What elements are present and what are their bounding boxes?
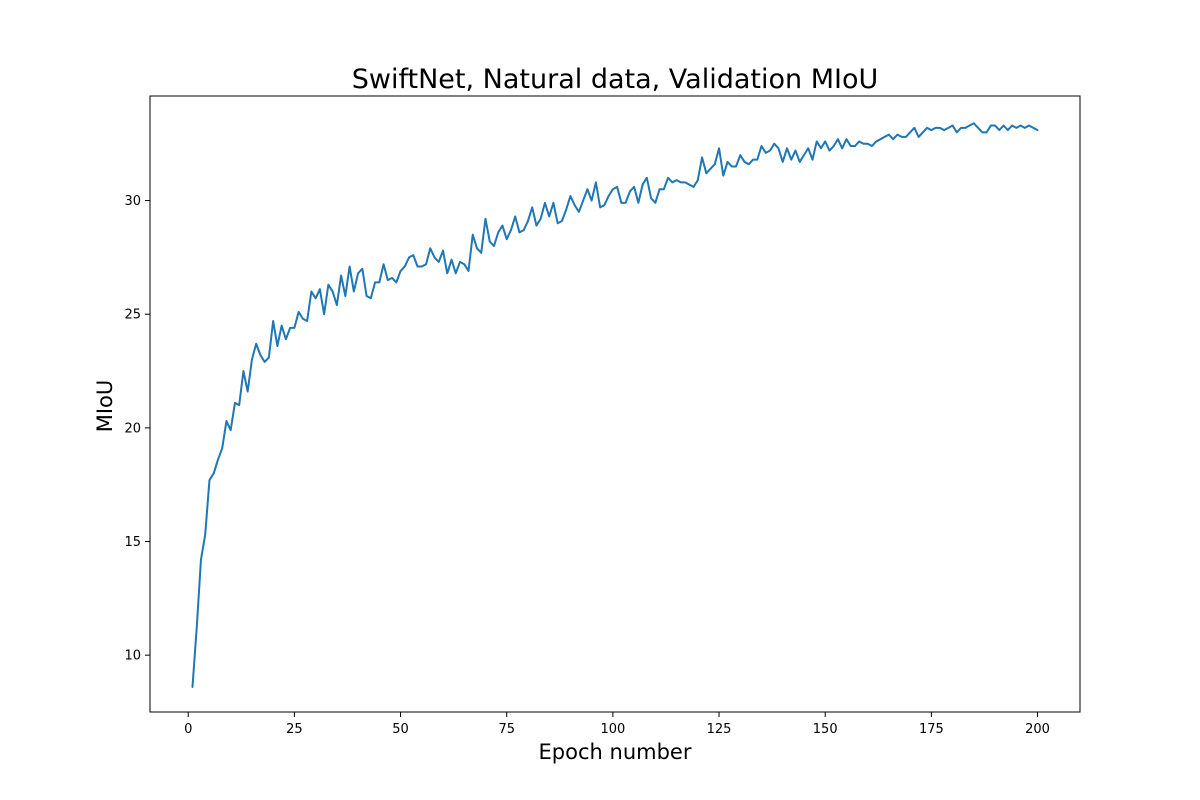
x-tick-label: 200 [1025,722,1050,737]
y-tick-label: 15 [124,535,141,550]
y-tick-label: 25 [124,308,141,323]
x-tick-label: 75 [498,722,515,737]
x-tick-label: 150 [813,722,838,737]
y-axis-ticks: 10 15 20 25 30 [124,194,150,664]
y-tick-label: 10 [124,649,141,664]
x-tick-label: 50 [392,722,409,737]
chart-title: SwiftNet, Natural data, Validation MIoU [352,64,879,95]
x-tick-label: 125 [707,722,732,737]
plot-area [149,95,1081,713]
plot-frame [149,95,1081,713]
x-tick-label: 100 [600,722,625,737]
series-line [191,122,1039,688]
y-axis-label: MIoU [93,380,117,433]
y-tick-label: 30 [124,194,141,209]
x-tick-label: 25 [286,722,303,737]
x-axis-label: Epoch number [539,740,692,764]
x-tick-label: 175 [919,722,944,737]
y-tick-label: 20 [124,421,141,436]
x-axis-ticks: 0 25 50 75 100 125 150 175 200 [184,712,1050,737]
x-tick-label: 0 [184,722,192,737]
